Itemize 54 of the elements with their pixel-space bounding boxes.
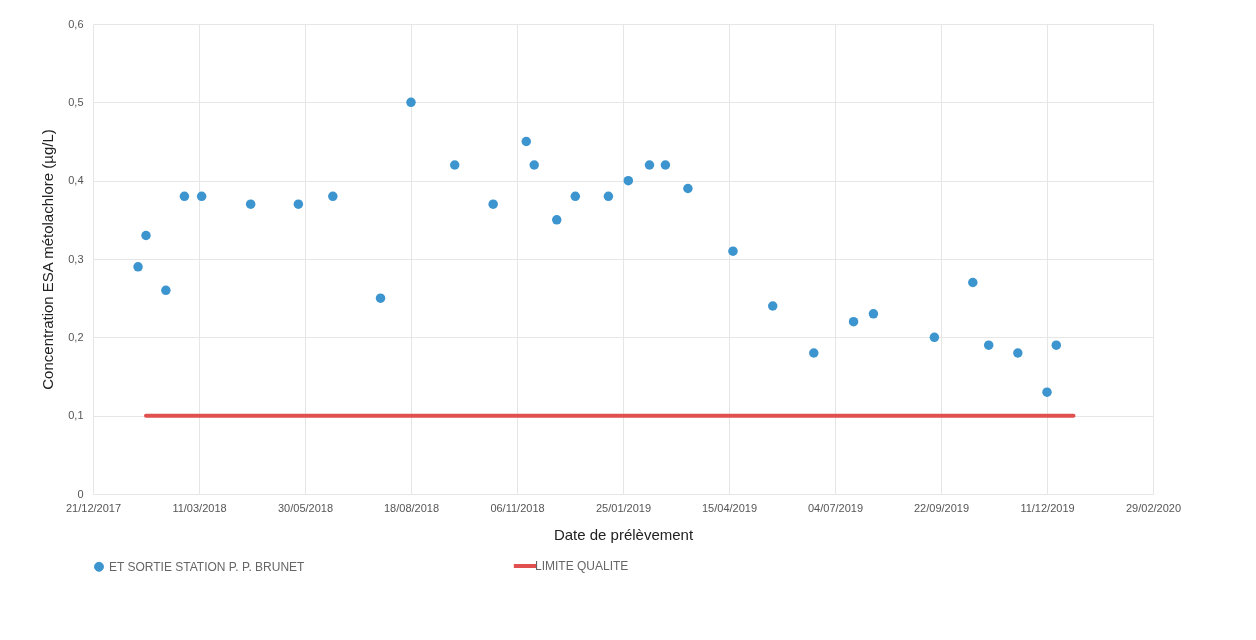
x-tick-label: 11/12/2019 xyxy=(1020,501,1075,514)
point xyxy=(767,301,778,311)
point xyxy=(328,191,338,202)
y-tick-label: 0,2 xyxy=(68,330,84,343)
point xyxy=(809,348,819,358)
point xyxy=(293,199,304,209)
point xyxy=(375,293,386,303)
point xyxy=(1042,387,1052,397)
point xyxy=(660,160,671,170)
x-axis-title: Date de prélèvement xyxy=(553,525,694,543)
point xyxy=(406,97,416,108)
legend-label: LIMITE QUALITE xyxy=(535,559,629,573)
point xyxy=(1051,340,1062,350)
y-tick-label: 0 xyxy=(77,487,84,500)
point xyxy=(179,191,190,202)
point xyxy=(133,262,143,272)
point xyxy=(529,160,539,170)
point xyxy=(552,215,562,225)
point xyxy=(196,191,207,202)
x-tick-label: 25/01/2019 xyxy=(595,501,652,514)
point xyxy=(968,277,978,288)
point xyxy=(1013,348,1023,358)
point xyxy=(848,316,859,327)
x-tick-label: 22/09/2019 xyxy=(913,501,970,514)
legend-label: ET SORTIE STATION P. P. BRUNET xyxy=(109,559,306,574)
x-tick-label: 21/12/2017 xyxy=(65,501,122,514)
x-tick-label: 15/04/2019 xyxy=(701,501,758,514)
point xyxy=(868,309,879,319)
y-tick-label: 0,6 xyxy=(68,17,84,30)
point xyxy=(683,183,693,194)
x-tick-label: 30/05/2018 xyxy=(277,501,334,514)
y-tick-label: 0,3 xyxy=(68,252,84,265)
point xyxy=(245,199,256,209)
point xyxy=(603,191,614,202)
point xyxy=(644,160,655,170)
point xyxy=(141,230,151,241)
point xyxy=(728,246,738,256)
x-tick-label: 04/07/2019 xyxy=(807,501,864,514)
x-tick-label: 11/03/2018 xyxy=(172,501,227,514)
point xyxy=(623,175,634,186)
y-tick-label: 0,5 xyxy=(68,95,84,108)
point xyxy=(161,285,171,296)
point xyxy=(929,332,940,343)
x-tick-label: 06/11/2018 xyxy=(490,501,545,514)
x-tick-label: 18/08/2018 xyxy=(383,501,440,514)
point xyxy=(521,136,532,147)
x-tick-label: 29/02/2020 xyxy=(1125,501,1182,514)
point xyxy=(570,191,581,202)
point xyxy=(488,199,498,209)
point xyxy=(983,340,994,350)
y-tick-label: 0,4 xyxy=(68,174,84,187)
point xyxy=(449,160,460,170)
y-axis-title: Concentration ESA métolachlore (µg/L) xyxy=(39,129,57,390)
y-tick-label: 0,1 xyxy=(68,409,84,422)
